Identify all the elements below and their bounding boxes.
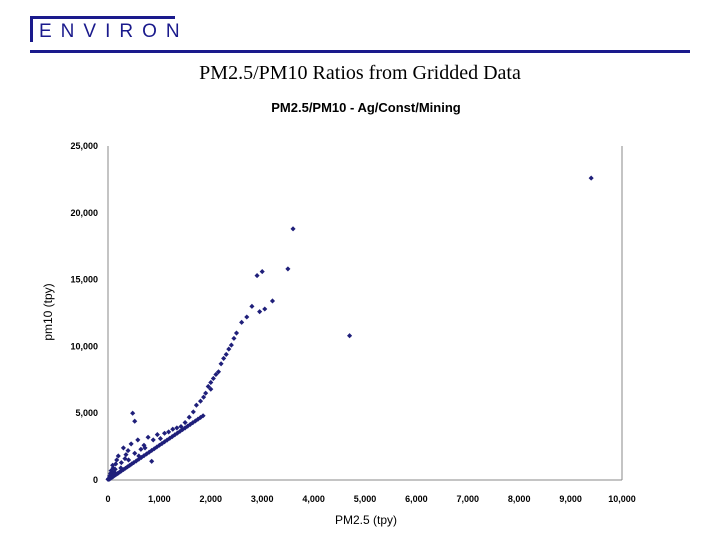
data-point — [221, 355, 227, 361]
data-point — [108, 470, 114, 476]
data-point — [290, 226, 296, 232]
data-point — [130, 410, 136, 416]
data-point — [226, 346, 232, 352]
x-tick-label: 6,000 — [405, 494, 428, 504]
header-rule — [30, 50, 690, 53]
x-tick-label: 4,000 — [302, 494, 325, 504]
data-point — [228, 342, 234, 348]
data-point — [150, 437, 156, 443]
data-point — [174, 425, 180, 431]
logo-text: ENVIRON — [39, 21, 189, 42]
y-axis-label: pm10 (tpy) — [41, 283, 55, 340]
data-point — [205, 383, 211, 390]
data-point — [178, 424, 184, 430]
data-point — [120, 445, 126, 451]
data-point — [197, 398, 204, 404]
y-tick-label: 25,000 — [70, 141, 98, 151]
data-points — [105, 175, 594, 482]
data-point — [244, 314, 250, 320]
data-point — [257, 309, 263, 315]
x-tick-label: 7,000 — [457, 494, 480, 504]
data-point — [157, 436, 163, 442]
x-tick-label: 5,000 — [354, 494, 377, 504]
data-point — [142, 445, 148, 451]
y-tick-labels: 0 5,000 10,000 15,000 20,000 25,000 — [70, 141, 98, 485]
environ-logo: ENVIRON — [30, 16, 180, 42]
data-point — [161, 430, 168, 436]
x-tick-labels: 0 1,000 2,000 3,000 4,000 5,000 6,000 7,000 8,00… — [105, 494, 635, 504]
data-point — [193, 402, 199, 408]
data-point — [203, 390, 209, 396]
data-point — [170, 426, 176, 432]
x-axis-label: PM2.5 (tpy) — [335, 513, 397, 527]
chart-title: PM2.5/PM10 - Ag/Const/Mining — [271, 100, 461, 115]
data-point — [136, 453, 142, 459]
data-point — [190, 409, 196, 415]
data-point — [208, 386, 214, 392]
data-point — [215, 369, 222, 375]
data-point — [347, 333, 353, 339]
data-point — [128, 441, 134, 447]
data-point — [166, 429, 172, 435]
data-point — [231, 335, 237, 341]
data-point — [239, 319, 245, 325]
data-point — [115, 453, 121, 459]
data-point — [233, 330, 240, 336]
x-tick-label: 1,000 — [148, 494, 171, 504]
y-tick-label: 5,000 — [75, 408, 98, 418]
data-point — [154, 432, 160, 438]
data-point — [588, 175, 594, 181]
data-point — [213, 371, 219, 378]
data-point — [210, 375, 216, 382]
y-tick-label: 0 — [93, 475, 98, 485]
data-point — [182, 420, 188, 426]
data-point — [123, 452, 129, 458]
data-point — [201, 394, 207, 400]
x-tick-label: 3,000 — [251, 494, 274, 504]
data-point — [208, 379, 214, 386]
x-tick-label: 10,000 — [608, 494, 636, 504]
data-point — [132, 418, 138, 424]
data-point — [269, 298, 276, 304]
x-tick-label: 9,000 — [559, 494, 582, 504]
data-point — [262, 306, 268, 312]
y-tick-label: 15,000 — [70, 275, 98, 285]
data-point — [259, 269, 265, 275]
data-point — [249, 303, 255, 309]
data-point — [122, 456, 128, 462]
slide-title: PM2.5/PM10 Ratios from Gridded Data — [199, 62, 521, 84]
y-tick-label: 20,000 — [70, 208, 98, 218]
y-tick-label: 10,000 — [70, 341, 98, 351]
data-point — [138, 446, 144, 452]
data-point — [135, 437, 141, 443]
data-point — [114, 457, 120, 463]
data-point — [254, 273, 260, 279]
x-tick-label: 8,000 — [508, 494, 531, 504]
data-point — [118, 460, 124, 466]
x-tick-label: 0 — [105, 494, 110, 504]
data-point — [223, 351, 229, 357]
data-point — [149, 458, 155, 464]
data-point — [145, 434, 151, 440]
data-point — [285, 266, 291, 272]
data-point — [186, 414, 192, 420]
data-point — [200, 413, 206, 419]
x-tick-label: 2,000 — [200, 494, 223, 504]
data-point — [218, 361, 224, 367]
data-point — [132, 450, 138, 456]
